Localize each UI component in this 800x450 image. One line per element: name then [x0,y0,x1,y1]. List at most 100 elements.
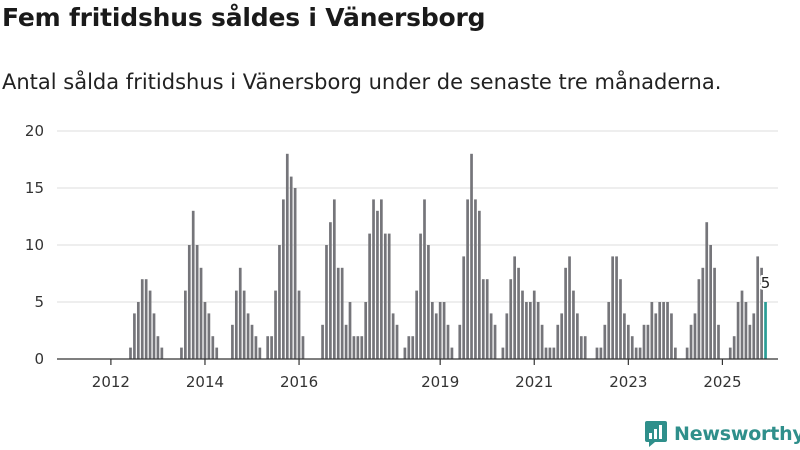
bar [160,347,164,359]
x-tick-label: 2014 [186,373,224,391]
chart-title: Fem fritidshus såldes i Vänersborg [2,3,486,32]
bar [419,233,422,359]
x-tick-label: 2012 [92,373,130,391]
bar [595,347,599,359]
bar [697,279,701,359]
bar [329,222,332,359]
bar [187,245,191,359]
bar [709,245,712,359]
bar [195,245,199,359]
y-tick-label: 5 [34,293,44,311]
bar [509,279,513,359]
bar [674,347,677,359]
bar [274,290,277,359]
bar [376,210,379,359]
bar [748,324,752,359]
y-tick-label: 0 [34,350,44,368]
bar [732,336,736,359]
bar [297,290,301,359]
bar [568,256,571,359]
bar [603,324,607,359]
bar [599,347,603,359]
bar [344,324,348,359]
bar [572,290,575,359]
bar [462,256,466,359]
bar [407,336,411,359]
bar [544,347,548,359]
bar [626,324,630,359]
bar [560,313,564,359]
bar [395,324,399,359]
bar [670,313,673,359]
bar [485,279,489,359]
bar [380,199,383,359]
highlight-value-label: 5 [761,274,771,292]
bar [756,256,760,359]
bar [133,313,136,359]
bar [474,199,477,359]
bar [199,267,203,359]
bar [564,267,567,359]
bar [289,176,293,359]
y-tick-label: 10 [25,236,44,254]
newsworthy-logo-icon [645,421,667,447]
bar [191,210,195,359]
bar [336,267,340,359]
bar [215,347,219,359]
bar [642,324,646,359]
bar [250,324,254,359]
x-tick-label: 2016 [280,373,318,391]
bar [736,302,740,359]
bar [579,336,583,359]
bar [489,313,493,359]
bar [434,313,438,359]
bar [207,313,211,359]
bar [528,302,532,359]
bar [658,302,662,359]
bar [481,279,485,359]
bar [662,302,665,359]
bar [638,347,642,359]
bar [752,313,756,359]
bar [685,347,689,359]
bar [689,324,693,359]
bar [713,267,716,359]
bar [517,267,520,359]
bar [411,336,415,359]
bar [140,279,144,359]
x-tick-label: 2019 [421,373,459,391]
bar [152,313,156,359]
bar [238,267,242,359]
bar [650,302,654,359]
bar [136,302,140,359]
bar [293,188,297,359]
x-tick-label: 2025 [703,373,741,391]
bar [666,302,669,359]
bar [705,222,709,359]
bar [623,313,626,359]
bar [285,153,289,359]
bar [611,256,614,359]
bar [352,336,356,359]
bar [332,199,336,359]
bar [423,199,426,359]
bar [607,302,611,359]
bar [446,324,450,359]
bar [493,324,497,359]
bar [387,233,391,359]
bar [184,290,187,359]
bar [242,290,246,359]
bar [325,245,328,359]
bar [301,336,305,359]
bar [415,290,418,359]
bar [211,336,215,359]
y-tick-label: 20 [25,122,44,140]
newsworthy-logo: Newsworthy [644,419,800,449]
bar [246,313,250,359]
bar [254,336,258,359]
bar [536,302,540,359]
bar [348,302,352,359]
bar [717,324,720,359]
bar [450,347,454,359]
bar [744,302,748,359]
